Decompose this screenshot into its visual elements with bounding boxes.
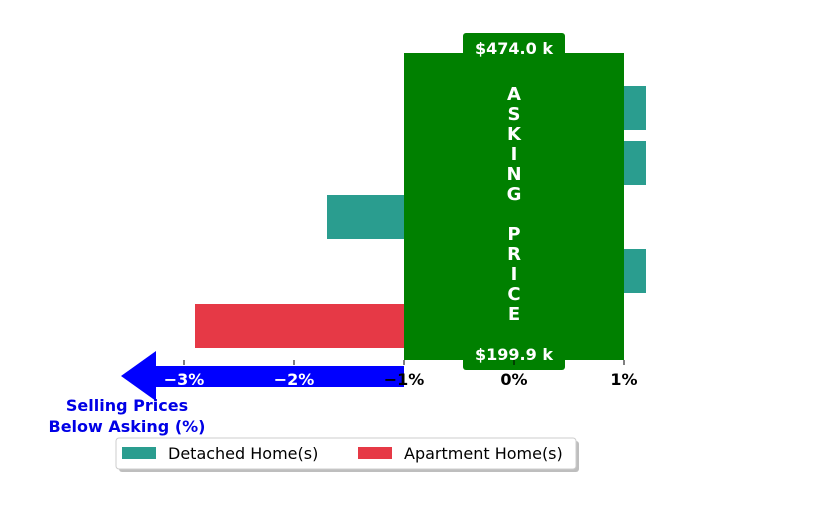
x-tick-label-1: −2% <box>274 370 315 389</box>
band-letter-bottom-2: I <box>511 264 518 285</box>
band-letter-bottom-0: P <box>507 224 520 245</box>
band-letter-bottom-1: R <box>507 244 521 265</box>
asking-price-band <box>404 53 624 360</box>
asking-bottom-label-box <box>463 342 565 370</box>
x-tick-label-0: −3% <box>164 370 205 389</box>
x-tick-label-4: 1% <box>610 370 637 389</box>
asking-top-label-box <box>463 33 565 61</box>
legend-swatch-detached <box>122 447 156 459</box>
band-letter-top-3: I <box>511 144 518 165</box>
legend <box>115 437 577 470</box>
band-letter-bottom-4: E <box>508 304 520 325</box>
asking-top-label: $474.0 k <box>475 39 553 58</box>
x-axis-caption-line-2: Below Asking (%) <box>49 417 206 436</box>
band-letter-bottom-3: C <box>507 284 520 305</box>
legend-label-apartment: Apartment Home(s) <box>404 444 563 463</box>
band-letter-top-2: K <box>507 124 522 145</box>
x-tick-label-2: −1% <box>384 370 425 389</box>
legend-swatch-apartment <box>358 447 392 459</box>
x-tick-label-3: 0% <box>500 370 527 389</box>
asking-bottom-label: $199.9 k <box>475 345 553 364</box>
band-letter-top-0: A <box>507 84 521 105</box>
band-letter-top-1: S <box>508 104 521 125</box>
x-axis-caption-line-1: Selling Prices <box>66 396 188 415</box>
legend-label-detached: Detached Home(s) <box>168 444 318 463</box>
band-letter-top-5: G <box>507 184 522 205</box>
direction-arrow <box>121 351 404 401</box>
band-letter-top-4: N <box>506 164 521 185</box>
